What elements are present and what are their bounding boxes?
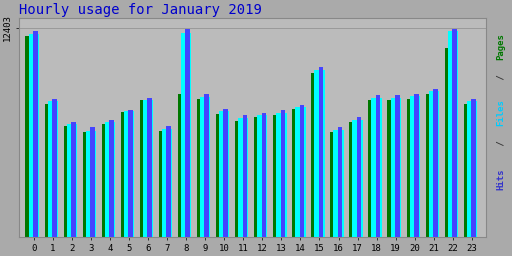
Bar: [452, 29, 457, 237]
Bar: [26, 36, 37, 237]
Bar: [181, 33, 191, 237]
Bar: [395, 95, 399, 237]
Bar: [414, 94, 419, 237]
Bar: [204, 94, 209, 237]
Bar: [219, 111, 229, 237]
Bar: [300, 104, 304, 237]
Bar: [143, 100, 153, 237]
Bar: [410, 96, 420, 237]
Bar: [330, 132, 342, 237]
Bar: [45, 104, 56, 237]
Bar: [376, 95, 380, 237]
Bar: [447, 31, 458, 237]
Text: Hits: Hits: [496, 168, 505, 190]
Bar: [140, 100, 151, 237]
Text: Pages: Pages: [496, 33, 505, 59]
Bar: [333, 130, 344, 237]
Bar: [357, 117, 361, 237]
Bar: [159, 131, 170, 237]
Bar: [243, 115, 247, 237]
Bar: [372, 98, 382, 237]
Bar: [102, 124, 113, 237]
Text: Files: Files: [496, 99, 505, 126]
Bar: [369, 100, 380, 237]
Bar: [292, 109, 304, 237]
Bar: [238, 118, 248, 237]
Bar: [338, 127, 343, 237]
Bar: [311, 73, 323, 237]
Bar: [105, 122, 115, 237]
Bar: [388, 100, 399, 237]
Bar: [349, 122, 360, 237]
Bar: [429, 91, 439, 237]
Text: /: /: [496, 69, 505, 85]
Bar: [147, 98, 152, 237]
Bar: [254, 117, 265, 237]
Bar: [90, 127, 95, 237]
Bar: [352, 120, 362, 237]
Bar: [124, 111, 134, 237]
Bar: [257, 115, 267, 237]
Bar: [314, 70, 325, 237]
Bar: [33, 31, 37, 237]
Bar: [467, 101, 477, 237]
Bar: [162, 129, 172, 237]
Bar: [295, 107, 306, 237]
Text: Hourly usage for January 2019: Hourly usage for January 2019: [19, 3, 262, 17]
Bar: [433, 89, 438, 237]
Bar: [276, 113, 287, 237]
Bar: [48, 101, 58, 237]
Bar: [318, 67, 324, 237]
Bar: [444, 48, 456, 237]
Bar: [185, 29, 190, 237]
Bar: [67, 124, 77, 237]
Bar: [63, 126, 75, 237]
Bar: [235, 121, 246, 237]
Bar: [86, 131, 96, 237]
Bar: [29, 34, 39, 237]
Bar: [166, 126, 171, 237]
Bar: [425, 94, 437, 237]
Bar: [128, 110, 133, 237]
Bar: [197, 99, 208, 237]
Bar: [464, 104, 475, 237]
Bar: [391, 98, 401, 237]
Bar: [273, 115, 285, 237]
Bar: [216, 114, 227, 237]
Bar: [121, 112, 132, 237]
Bar: [407, 99, 418, 237]
Bar: [200, 97, 210, 237]
Text: /: /: [496, 135, 505, 151]
Bar: [178, 94, 189, 237]
Bar: [262, 113, 266, 237]
Bar: [109, 120, 114, 237]
Bar: [71, 122, 76, 237]
Bar: [52, 99, 57, 237]
Bar: [471, 99, 476, 237]
Bar: [281, 110, 285, 237]
Bar: [223, 109, 228, 237]
Bar: [82, 132, 94, 237]
